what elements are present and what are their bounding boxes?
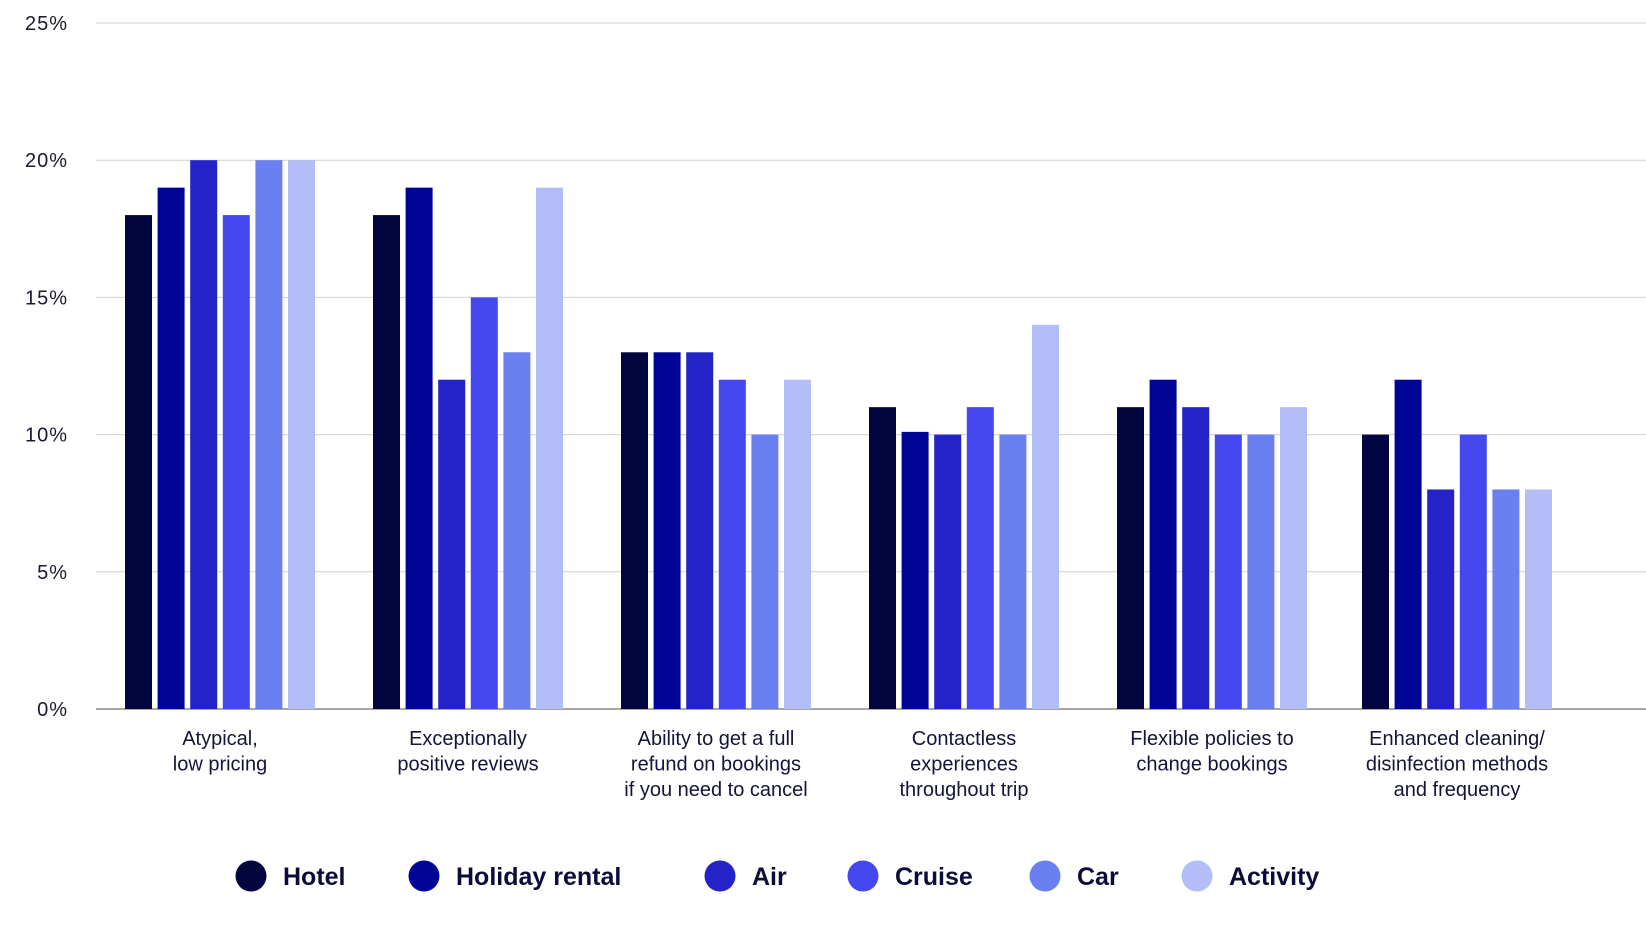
y-tick-label: 25%: [25, 13, 68, 35]
y-tick-label: 0%: [37, 699, 68, 721]
legend-swatch: [1029, 860, 1061, 892]
bar-cruise: [966, 407, 994, 709]
legend-label: Cruise: [895, 863, 973, 891]
legend-swatch: [235, 860, 267, 892]
bar-car: [751, 434, 779, 709]
bar-car: [999, 434, 1027, 709]
category-label: Enhanced cleaning/disinfection methods an…: [1366, 728, 1548, 801]
legend-label: Activity: [1229, 863, 1319, 891]
bar-holiday-rental: [901, 431, 929, 709]
category-label-line: change bookings: [1136, 754, 1287, 776]
category-label-line: Enhanced cleaning/: [1369, 728, 1545, 750]
bar-air: [438, 379, 466, 709]
bar-hotel: [621, 352, 648, 709]
bar-hotel: [1362, 434, 1389, 709]
bar-car: [503, 352, 531, 709]
bar-car: [1247, 434, 1275, 709]
category-label-line: Atypical,: [182, 728, 258, 750]
legend-label: Air: [752, 863, 787, 891]
bar-cruise: [718, 379, 746, 709]
bar-holiday-rental: [157, 187, 185, 709]
legend-swatch: [408, 860, 440, 892]
bar-air: [1182, 407, 1210, 709]
bar-cruise: [1214, 434, 1242, 709]
category-label-line: Exceptionally: [409, 728, 527, 750]
bar-activity: [1280, 407, 1307, 709]
legend-swatch: [704, 860, 736, 892]
bar-hotel: [373, 215, 400, 709]
bar-holiday-rental: [405, 187, 433, 709]
category-label: Atypical, low pricing: [173, 728, 267, 776]
category-label-line: experiences: [910, 754, 1018, 776]
category-labels: Atypical, low pricing Exceptionally positiv…: [173, 728, 1548, 801]
bar-air: [1427, 489, 1455, 709]
bar-hotel: [125, 215, 152, 709]
y-axis-tick-labels: 0% 5% 10% 15% 20% 25%: [25, 13, 68, 721]
category-label-line: disinfection methods: [1366, 754, 1548, 776]
legend: Hotel Holiday rental Air Cruise Car Activity: [235, 860, 1319, 892]
bar-air: [686, 352, 714, 709]
category-label: Exceptionally positive reviews: [397, 728, 538, 776]
y-tick-label: 5%: [37, 562, 68, 584]
category-label-line: positive reviews: [397, 754, 538, 776]
bar-holiday-rental: [1149, 379, 1177, 709]
y-tick-label: 10%: [25, 425, 68, 447]
bar-activity: [1032, 324, 1059, 709]
bar-activity: [784, 379, 811, 709]
bar-hotel: [869, 407, 896, 709]
category-label-line: Contactless: [912, 728, 1017, 750]
legend-label: Hotel: [283, 863, 346, 891]
bar-car: [255, 160, 283, 709]
bar-activity: [1525, 489, 1552, 709]
category-label: Ability to get a full refund on bookings i…: [624, 728, 807, 801]
legend-swatch: [847, 860, 879, 892]
bar-air: [190, 160, 218, 709]
category-label-line: if you need to cancel: [624, 779, 807, 801]
category-label-line: refund on bookings: [631, 754, 801, 776]
bar-cruise: [222, 215, 250, 709]
category-label: Contactless experiences throughout trip: [900, 728, 1029, 801]
bar-holiday-rental: [1394, 379, 1422, 709]
bars: [125, 160, 1552, 709]
y-tick-label: 15%: [25, 287, 68, 309]
bar-activity: [536, 187, 563, 709]
legend-label: Car: [1077, 863, 1119, 891]
bar-air: [934, 434, 962, 709]
category-label-line: throughout trip: [900, 779, 1029, 801]
category-label-line: and frequency: [1394, 779, 1521, 801]
bar-holiday-rental: [653, 352, 681, 709]
legend-label: Holiday rental: [456, 863, 621, 891]
bar-activity: [288, 160, 315, 709]
legend-swatch: [1181, 860, 1213, 892]
category-label-line: Flexible policies to: [1130, 728, 1293, 750]
y-tick-label: 20%: [25, 150, 68, 172]
category-label-line: Ability to get a full: [638, 728, 795, 750]
category-label-line: low pricing: [173, 754, 267, 776]
category-label: Flexible policies to change bookings: [1130, 728, 1293, 776]
bar-car: [1492, 489, 1520, 709]
bar-cruise: [1459, 434, 1487, 709]
bar-cruise: [470, 297, 498, 709]
bar-hotel: [1117, 407, 1144, 709]
